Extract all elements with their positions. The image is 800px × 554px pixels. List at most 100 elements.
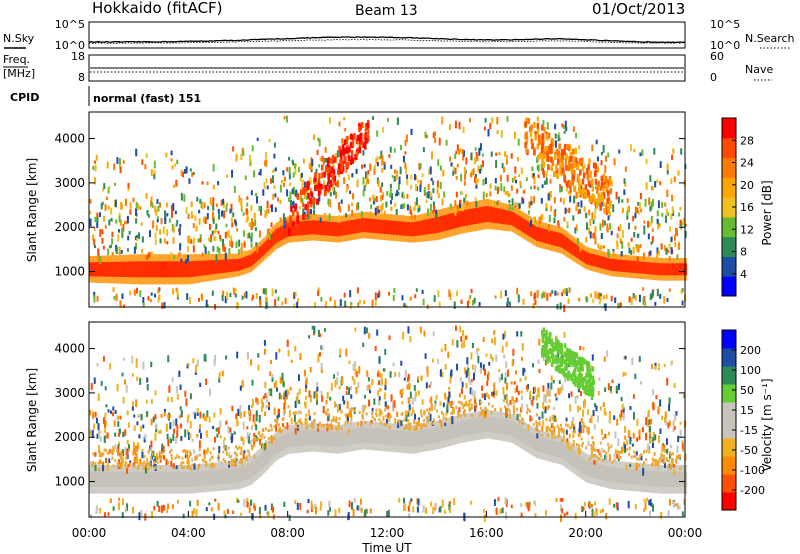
- velocity-echo: [175, 435, 178, 444]
- power-echo: [559, 188, 562, 193]
- power-echo: [534, 131, 537, 138]
- power-echo: [634, 212, 637, 219]
- power-echo: [301, 197, 304, 204]
- power-echo: [665, 247, 668, 255]
- power-band-core: [147, 261, 150, 278]
- velocity-echo: [271, 373, 274, 378]
- velocity-echo: [420, 329, 423, 334]
- velocity-band-core: [488, 416, 491, 432]
- velocity-echo: [332, 415, 335, 420]
- power-band-core: [135, 261, 138, 278]
- velocity-band-core: [597, 463, 600, 479]
- power-echo: [118, 212, 121, 218]
- power-echo: [596, 166, 600, 173]
- power-echo: [308, 163, 311, 170]
- power-echo: [243, 230, 246, 237]
- power-echo: [172, 236, 175, 244]
- power-band-core: [121, 261, 124, 277]
- velocity-echo: [149, 460, 152, 467]
- power-echo: [188, 236, 191, 243]
- velocity-echo: [563, 513, 566, 517]
- power-echo: [537, 186, 540, 191]
- velocity-echo: [565, 429, 568, 435]
- velocity-echo: [603, 454, 606, 460]
- power-echo: [532, 302, 535, 309]
- power-echo: [179, 243, 182, 251]
- velocity-echo: [683, 499, 686, 505]
- velocity-echo: [613, 503, 616, 508]
- power-band-core: [290, 222, 293, 237]
- velocity-band-core: [670, 471, 673, 487]
- velocity-echo: [262, 428, 265, 433]
- power-echo: [487, 128, 490, 137]
- velocity-echo: [643, 498, 646, 503]
- velocity-echo: [468, 376, 471, 383]
- velocity-echo: [468, 399, 471, 405]
- power-echo: [484, 117, 487, 123]
- velocity-band-core: [617, 467, 621, 484]
- power-echo: [455, 150, 458, 154]
- power-band-core: [378, 219, 381, 234]
- velocity-echo: [260, 398, 263, 404]
- power-band-core: [127, 261, 130, 278]
- velocity-echo: [627, 500, 630, 509]
- velocity-echo: [293, 414, 296, 422]
- power-echo: [201, 181, 204, 185]
- velocity-echo: [150, 361, 153, 368]
- power-echo: [164, 217, 167, 224]
- power-echo: [211, 290, 214, 296]
- velocity-echo: [464, 367, 467, 374]
- velocity-band-core: [99, 471, 102, 487]
- velocity-band-core: [273, 440, 276, 456]
- velocity-echo: [622, 412, 625, 421]
- power-echo: [632, 292, 635, 299]
- velocity-band-core: [351, 429, 354, 445]
- velocity-echo: [145, 399, 148, 404]
- power-echo: [292, 172, 295, 178]
- velocity-echo: [525, 502, 528, 507]
- velocity-echo: [665, 449, 668, 454]
- velocity-echo: [597, 390, 600, 396]
- velocity-band-core: [389, 429, 393, 446]
- power-y-tick-label: 3000: [54, 176, 85, 190]
- power-echo: [365, 137, 368, 144]
- power-band-core: [401, 221, 404, 236]
- velocity-echo: [297, 410, 300, 415]
- velocity-band-core: [211, 469, 214, 485]
- velocity-echo: [121, 498, 124, 506]
- power-band-core: [644, 261, 647, 274]
- velocity-echo: [284, 398, 287, 405]
- power-echo: [513, 131, 516, 139]
- power-echo: [680, 222, 683, 230]
- velocity-echo: [146, 384, 149, 391]
- power-echo: [268, 232, 271, 240]
- velocity-echo: [162, 445, 165, 453]
- power-echo: [360, 139, 364, 146]
- power-echo: [231, 169, 234, 178]
- power-echo: [474, 197, 477, 201]
- velocity-echo: [552, 406, 555, 410]
- velocity-echo: [138, 434, 141, 439]
- power-echo: [224, 232, 227, 239]
- velocity-echo: [176, 429, 179, 438]
- power-echo: [597, 243, 600, 249]
- power-band-core: [175, 261, 178, 278]
- velocity-echo: [515, 407, 518, 411]
- power-echo: [133, 246, 136, 254]
- velocity-band-core: [322, 430, 326, 446]
- power-echo: [199, 238, 202, 243]
- velocity-echo: [632, 394, 635, 399]
- power-echo: [351, 209, 354, 217]
- power-echo: [536, 116, 539, 122]
- power-echo: [506, 190, 509, 196]
- power-echo: [505, 159, 508, 165]
- velocity-echo: [458, 393, 461, 398]
- power-echo: [586, 169, 589, 176]
- power-echo: [111, 252, 114, 256]
- power-echo: [333, 187, 336, 195]
- power-echo: [319, 217, 322, 223]
- velocity-band-core: [100, 471, 104, 487]
- power-echo: [159, 229, 162, 235]
- power-echo: [459, 148, 462, 153]
